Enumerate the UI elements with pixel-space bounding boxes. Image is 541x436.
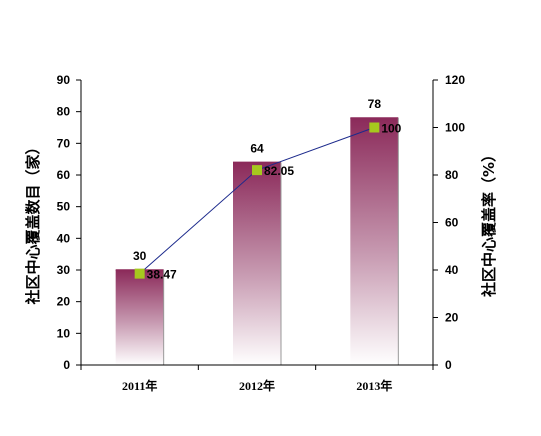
right-tick-label: 60 (445, 216, 459, 230)
left-tick-label: 10 (57, 326, 71, 340)
right-tick-label: 40 (445, 263, 459, 277)
bar-0 (115, 270, 164, 365)
bar-value-label-0: 30 (133, 249, 147, 263)
left-tick-label: 50 (57, 200, 71, 214)
line-marker-1 (252, 165, 262, 176)
bar-1 (233, 162, 281, 365)
left-tick-label: 90 (57, 73, 71, 87)
line-marker-2 (369, 122, 380, 133)
bar-value-label-1: 64 (250, 141, 264, 155)
left-tick-label: 30 (57, 263, 71, 277)
bar-2 (350, 118, 399, 365)
left-tick-label: 0 (63, 358, 70, 372)
right-tick-label: 0 (445, 358, 452, 372)
x-tick-label: 2011年 (122, 378, 157, 393)
left-tick-label: 20 (57, 295, 71, 309)
axis-titles: 社区中心覆盖数目（家） 社区中心覆盖率（%） (24, 139, 498, 305)
left-tick-label: 70 (57, 136, 71, 150)
x-tick-label: 2013年 (356, 378, 392, 393)
left-tick-label: 40 (57, 231, 71, 245)
right-tick-label: 80 (445, 168, 459, 182)
left-tick-label: 80 (57, 105, 71, 119)
bar-value-label-2: 78 (368, 97, 382, 111)
line-value-label-1: 82.05 (264, 164, 294, 178)
left-axis-title: 社区中心覆盖数目（家） (24, 139, 42, 305)
axes: 0 10 20 30 40 50 60 70 80 90 0 20 40 60 80 100 120 2011年 2… (57, 73, 466, 393)
right-tick-label: 100 (445, 121, 465, 135)
x-tick-label: 2012年 (239, 378, 275, 393)
bar-series (115, 117, 399, 365)
line-marker-0 (134, 268, 145, 279)
right-tick-label: 120 (445, 73, 465, 87)
right-axis-title: 社区中心覆盖率（%） (480, 147, 498, 298)
line-series (134, 122, 380, 279)
left-tick-label: 60 (57, 168, 71, 182)
right-tick-label: 20 (445, 311, 459, 325)
line-value-label-0: 38.47 (147, 268, 177, 282)
data-labels: 30 64 78 38.47 82.05 100 (133, 97, 402, 282)
line-value-label-2: 100 (381, 122, 401, 136)
